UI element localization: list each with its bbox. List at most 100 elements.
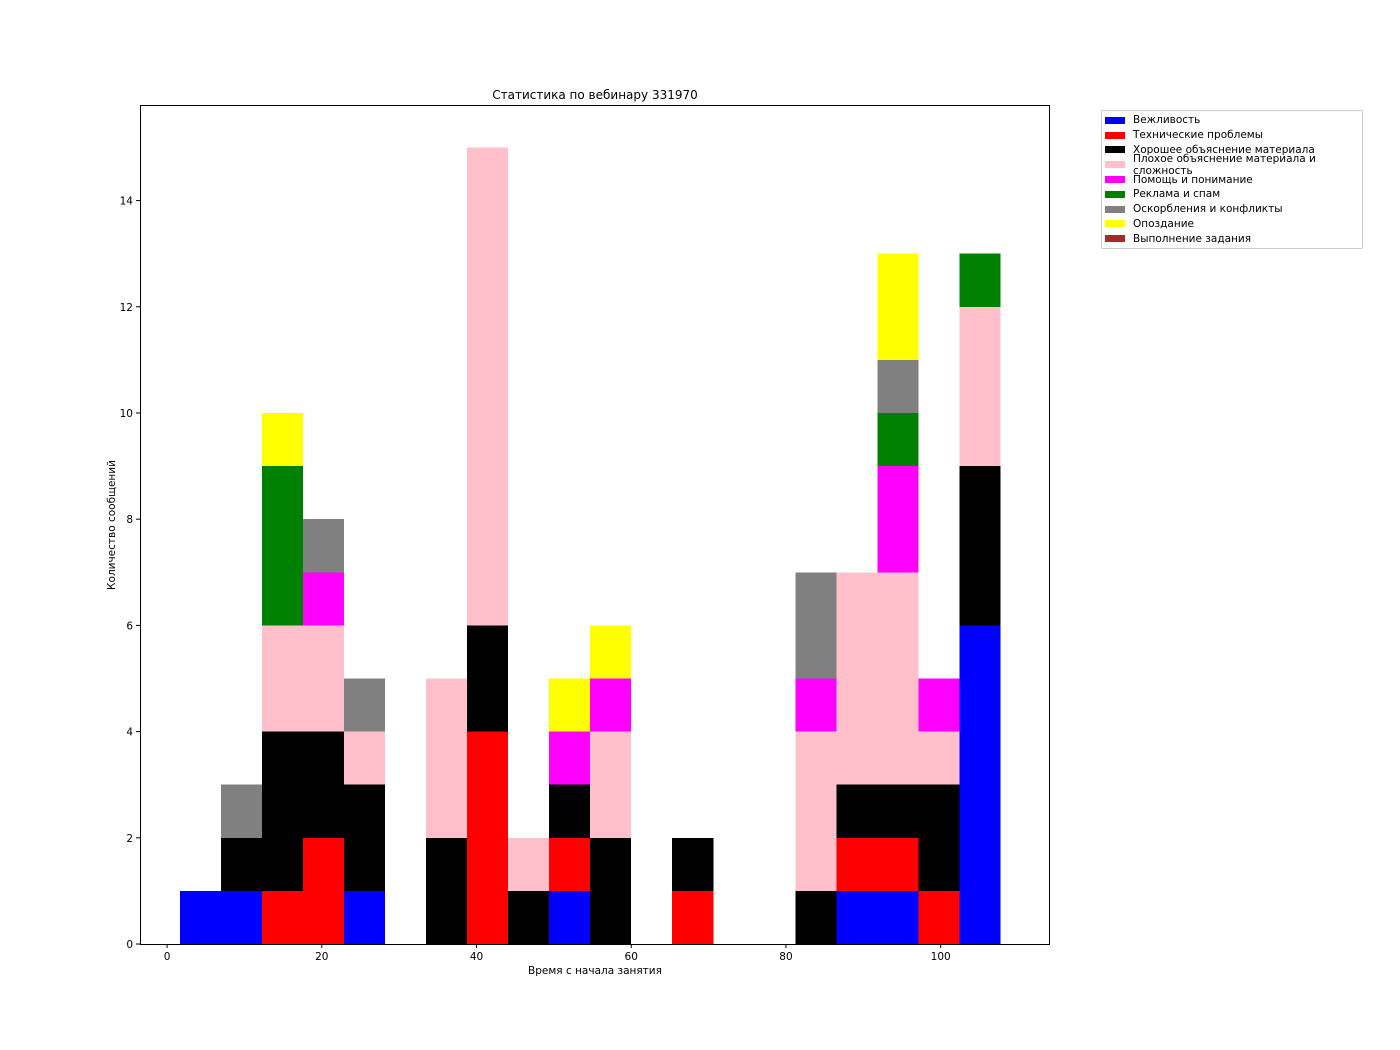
bar-segment	[344, 678, 386, 732]
bar-segment	[836, 837, 878, 891]
legend-item: Вежливость	[1102, 113, 1362, 128]
bar-segment	[549, 731, 591, 785]
x-tick-label: 60	[625, 951, 638, 963]
legend-label: Оскорбления и конфликты	[1133, 203, 1283, 216]
legend-swatch	[1105, 116, 1125, 124]
bar-segment	[262, 625, 304, 732]
bar-segment	[303, 837, 345, 944]
bar-segment	[303, 519, 345, 573]
x-tick-label: 80	[779, 951, 792, 963]
bar-segment	[426, 678, 468, 838]
legend-item: Оскорбления и конфликты	[1102, 202, 1362, 217]
bar-segment	[877, 412, 919, 467]
bar-segment	[508, 837, 550, 891]
y-tick-label: 8	[126, 514, 133, 526]
legend-swatch	[1105, 205, 1125, 213]
bar-segment	[344, 890, 386, 944]
bar-segment	[467, 731, 509, 944]
bar-segment	[262, 731, 304, 891]
bar-segment	[221, 784, 263, 838]
bar-segment	[549, 837, 591, 891]
plot-frame	[140, 105, 1050, 945]
bar-segment	[590, 731, 632, 838]
legend-label: Опоздание	[1133, 217, 1194, 230]
legend-label: Реклама и спам	[1133, 188, 1221, 201]
y-tick-label: 0	[126, 939, 133, 951]
bar-segment	[590, 678, 632, 732]
bars-layer	[180, 147, 1001, 944]
bar-segment	[262, 412, 304, 467]
y-axis: 0 2 4 6 8 10 12 14	[120, 196, 140, 951]
legend-item: Опоздание	[1102, 217, 1362, 232]
bar-segment	[590, 625, 632, 679]
legend-item: Хорошее объяснение материала	[1102, 143, 1362, 158]
bar-segment	[959, 625, 1001, 944]
y-tick-label: 2	[126, 833, 133, 845]
bar-segment	[549, 784, 591, 838]
x-tick-label: 20	[315, 951, 328, 963]
bar-segment	[959, 466, 1001, 626]
bar-segment	[303, 572, 345, 626]
bar-segment	[795, 572, 837, 679]
legend-swatch	[1105, 146, 1125, 154]
bar-segment	[180, 890, 222, 944]
bar-segment	[467, 625, 509, 732]
bar-segment	[918, 731, 960, 785]
bar-segment	[344, 784, 386, 891]
legend-label: Хорошее объяснение материала	[1133, 143, 1315, 156]
bar-segment	[918, 890, 960, 944]
bar-segment	[836, 890, 878, 944]
bar-segment	[918, 678, 960, 732]
legend-label: Технические проблемы	[1133, 129, 1263, 142]
bar-segment	[836, 784, 878, 838]
y-tick-label: 14	[120, 196, 134, 208]
bar-segment	[959, 253, 1001, 307]
legend-swatch	[1105, 220, 1125, 228]
y-tick-label: 10	[120, 408, 133, 420]
legend-swatch	[1105, 235, 1125, 243]
legend-label: Вежливость	[1133, 114, 1201, 127]
legend-swatch	[1105, 161, 1125, 169]
legend-swatch	[1105, 131, 1125, 139]
x-axis-label: Время с начала занятия	[528, 965, 662, 977]
legend-swatch	[1105, 176, 1125, 184]
bar-segment	[795, 678, 837, 732]
bar-segment	[877, 572, 919, 785]
bar-segment	[549, 890, 591, 944]
bar-segment	[672, 890, 714, 944]
bar-segment	[344, 731, 386, 785]
bar-segment	[221, 890, 263, 944]
legend-item: Выполнение задания	[1102, 231, 1362, 246]
legend-item: Реклама и спам	[1102, 187, 1362, 202]
y-tick-label: 12	[120, 302, 133, 314]
bar-segment	[262, 466, 304, 626]
bar-segment	[877, 837, 919, 891]
bar-segment	[877, 359, 919, 413]
bar-segment	[467, 147, 509, 626]
bar-segment	[877, 784, 919, 838]
x-axis: 0 20 40 60 80 100	[164, 944, 951, 963]
legend-label: Помощь и понимание	[1133, 173, 1253, 186]
y-tick-label: 4	[126, 727, 133, 739]
legend-item: Технические проблемы	[1102, 128, 1362, 143]
legend-swatch	[1105, 190, 1125, 198]
bar-segment	[262, 890, 304, 944]
bar-segment	[795, 731, 837, 891]
bar-segment	[836, 572, 878, 785]
legend-item: Помощь и понимание	[1102, 172, 1362, 187]
bar-segment	[549, 678, 591, 732]
bar-segment	[877, 466, 919, 573]
y-tick-label: 6	[126, 620, 133, 632]
bar-segment	[590, 837, 632, 944]
x-tick-label: 100	[931, 951, 951, 963]
bar-segment	[918, 784, 960, 891]
bar-segment	[877, 253, 919, 360]
legend-label: Плохое объяснение материала и сложность	[1133, 152, 1316, 177]
legend-item: Плохое объяснение материала и сложность	[1102, 153, 1362, 177]
bar-segment	[303, 625, 345, 732]
chart-title: Статистика по вебинару 331970	[492, 88, 698, 102]
x-tick-label: 0	[164, 951, 171, 963]
bar-segment	[672, 837, 714, 891]
x-tick-label: 40	[470, 951, 483, 963]
